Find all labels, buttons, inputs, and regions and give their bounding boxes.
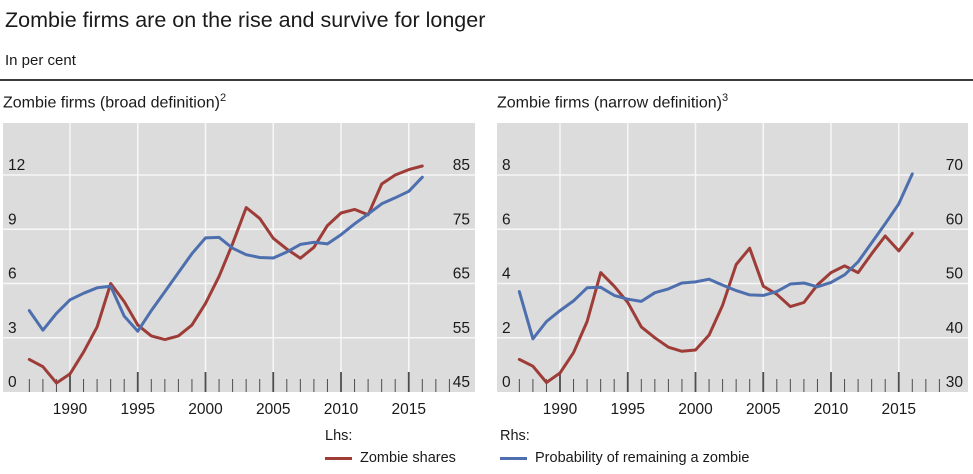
blue-line-swatch — [500, 456, 527, 460]
svg-text:2010: 2010 — [814, 401, 849, 418]
svg-text:60: 60 — [946, 211, 964, 228]
svg-text:1990: 1990 — [543, 401, 578, 418]
legend-rhs-heading: Rhs: — [500, 428, 530, 444]
svg-text:65: 65 — [453, 266, 470, 283]
svg-text:85: 85 — [453, 157, 470, 174]
svg-text:0: 0 — [502, 374, 511, 391]
chart-broad-definition: 0 3 6 9 12 45 55 65 75 85 1990 1995 2000 2005 2010 2015 — [3, 123, 475, 418]
divider — [0, 79, 973, 81]
panel-title-broad: Zombie firms (broad definition)2 — [3, 92, 226, 112]
panel-title-narrow-footnote: 3 — [721, 92, 729, 104]
svg-text:0: 0 — [8, 374, 17, 391]
svg-text:2010: 2010 — [324, 401, 359, 418]
svg-text:12: 12 — [8, 157, 25, 174]
svg-text:2000: 2000 — [678, 401, 713, 418]
svg-text:70: 70 — [946, 157, 964, 174]
panel-title-narrow: Zombie firms (narrow definition)3 — [497, 92, 728, 112]
legend-rhs: Rhs: Probability of remaining a zombie — [500, 427, 749, 466]
panel-title-broad-footnote: 2 — [219, 92, 227, 104]
legend-lhs-heading: Lhs: — [325, 428, 353, 444]
svg-text:2005: 2005 — [256, 401, 290, 418]
svg-text:4: 4 — [502, 266, 511, 283]
panel-title-narrow-text: Zombie firms (narrow definition) — [497, 94, 722, 112]
red-line-swatch — [325, 456, 352, 460]
legend-item-probability: Probability of remaining a zombie — [500, 450, 749, 466]
legend-lhs: Lhs: Zombie shares — [325, 427, 456, 466]
svg-text:75: 75 — [453, 211, 470, 228]
svg-text:2000: 2000 — [188, 401, 223, 418]
svg-text:1995: 1995 — [121, 401, 155, 418]
svg-text:8: 8 — [502, 157, 511, 174]
legend-lhs-label: Zombie shares — [360, 450, 456, 466]
panel-title-broad-text: Zombie firms (broad definition) — [3, 94, 220, 112]
svg-text:50: 50 — [946, 266, 964, 283]
svg-text:9: 9 — [8, 211, 17, 228]
svg-text:6: 6 — [8, 266, 17, 283]
svg-text:2015: 2015 — [392, 401, 426, 418]
chart-narrow-definition: 0 2 4 6 8 30 40 50 60 70 1990 1995 2000 2005 2010 2015 — [497, 123, 968, 418]
svg-text:40: 40 — [946, 320, 964, 337]
svg-text:30: 30 — [946, 374, 964, 391]
page-subtitle: In per cent — [5, 52, 76, 69]
svg-text:2005: 2005 — [746, 401, 780, 418]
svg-text:2015: 2015 — [882, 401, 916, 418]
svg-text:3: 3 — [8, 320, 17, 337]
svg-text:1995: 1995 — [611, 401, 645, 418]
svg-text:55: 55 — [453, 320, 470, 337]
svg-text:6: 6 — [502, 211, 511, 228]
svg-text:1990: 1990 — [53, 401, 88, 418]
legend-item-zombie-shares: Zombie shares — [325, 450, 456, 466]
page-title: Zombie firms are on the rise and survive… — [5, 8, 486, 32]
legend-rhs-label: Probability of remaining a zombie — [535, 450, 750, 466]
svg-text:2: 2 — [502, 320, 511, 337]
svg-text:45: 45 — [453, 374, 470, 391]
